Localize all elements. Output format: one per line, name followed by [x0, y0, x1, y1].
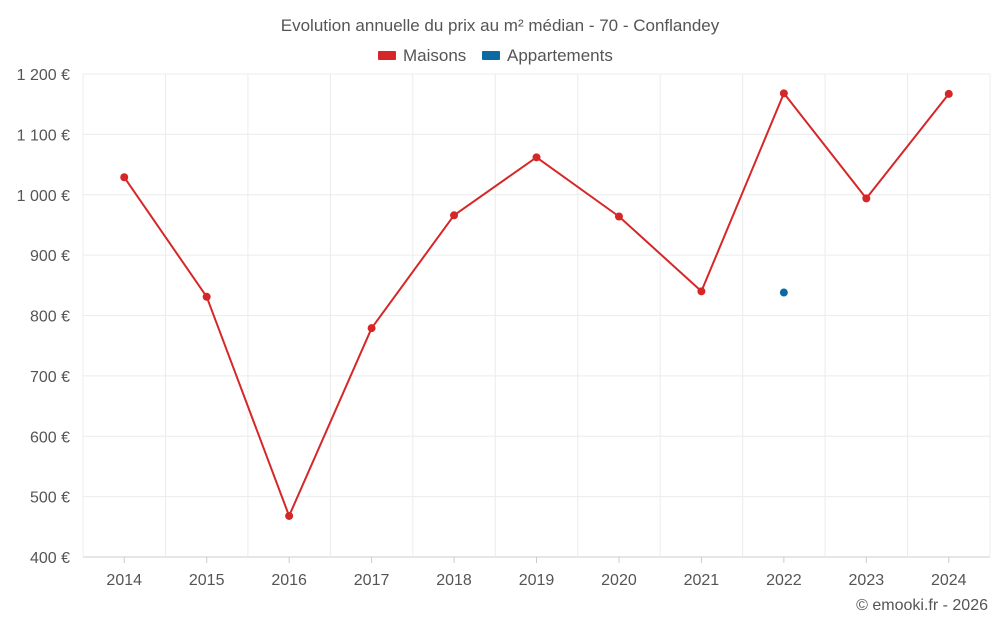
x-axis: 2014 2015 2016 2017 2018 2019 2020 2021 2022 2023…: [106, 557, 967, 589]
x-tick-label: 2014: [106, 572, 142, 589]
legend-item-appartements[interactable]: Appartements: [482, 46, 613, 65]
y-tick-label: 1 000 €: [17, 188, 70, 205]
y-tick-label: 700 €: [30, 369, 70, 386]
x-tick-label: 2018: [436, 572, 472, 589]
x-tick-label: 2019: [519, 572, 555, 589]
data-point-maisons: [367, 324, 376, 333]
y-tick-label: 1 100 €: [17, 127, 70, 144]
y-tick-label: 800 €: [30, 309, 70, 326]
series-layer: [120, 89, 953, 520]
y-tick-label: 1 200 €: [17, 67, 70, 84]
data-point-maisons: [779, 89, 788, 98]
data-point-maisons: [944, 89, 953, 98]
legend-swatch-appartements: [482, 51, 500, 60]
x-tick-label: 2016: [271, 572, 307, 589]
x-tick-label: 2017: [354, 572, 390, 589]
legend-label-maisons: Maisons: [403, 46, 466, 65]
x-tick-label: 2023: [849, 572, 885, 589]
data-point-appartements: [779, 288, 788, 297]
data-point-maisons: [202, 292, 211, 301]
x-tick-label: 2024: [931, 572, 967, 589]
data-point-maisons: [697, 287, 706, 296]
legend-label-appartements: Appartements: [507, 46, 613, 65]
y-tick-label: 400 €: [30, 550, 70, 567]
data-point-maisons: [450, 211, 459, 220]
legend-swatch-maisons: [378, 51, 396, 60]
data-point-maisons: [614, 212, 623, 221]
x-tick-label: 2021: [684, 572, 720, 589]
x-tick-label: 2022: [766, 572, 802, 589]
data-point-maisons: [862, 194, 871, 203]
legend[interactable]: Maisons Appartements: [378, 46, 613, 65]
chart-title: Evolution annuelle du prix au m² médian …: [281, 16, 720, 35]
y-tick-label: 600 €: [30, 429, 70, 446]
data-point-maisons: [285, 511, 294, 520]
legend-item-maisons[interactable]: Maisons: [378, 46, 466, 65]
y-tick-label: 500 €: [30, 490, 70, 507]
x-tick-label: 2015: [189, 572, 225, 589]
grid: [82, 73, 991, 558]
data-point-maisons: [532, 153, 541, 162]
x-tick-label: 2020: [601, 572, 637, 589]
data-point-maisons: [120, 173, 129, 182]
y-tick-label: 900 €: [30, 248, 70, 265]
y-axis: 400 € 500 € 600 € 700 € 800 € 900 € 1 000 € 1 1…: [17, 67, 70, 567]
credit: © emooki.fr - 2026: [856, 597, 988, 614]
